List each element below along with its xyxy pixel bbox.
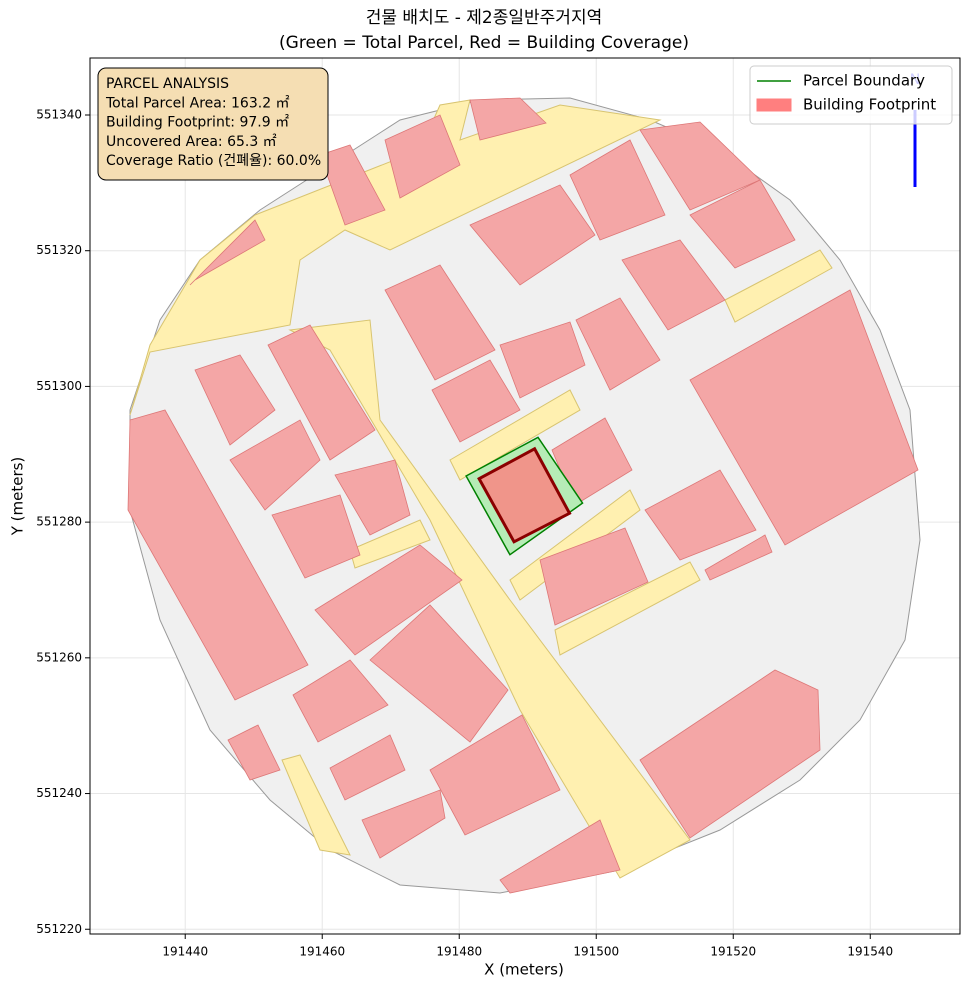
annotation-line: Coverage Ratio (건폐율): 60.0% — [106, 153, 321, 169]
y-axis-label: Y (meters) — [9, 457, 27, 537]
x-tick-label: 191540 — [847, 945, 893, 959]
annotation-line: Uncovered Area: 65.3 ㎡ — [106, 134, 277, 150]
x-tick-label: 191460 — [299, 945, 345, 959]
annotation-box — [97, 67, 329, 181]
x-tick-label: 191520 — [710, 945, 756, 959]
building-polygon — [477, 446, 572, 544]
legend-swatch — [756, 98, 792, 112]
annotation-line: Building Footprint: 97.9 ㎡ — [106, 115, 289, 131]
y-tick-label: 551240 — [36, 786, 82, 800]
annotation-background — [97, 67, 329, 181]
y-tick-label: 551320 — [36, 243, 82, 257]
y-tick-label: 551220 — [36, 922, 82, 936]
x-tick-label: 191500 — [573, 945, 619, 959]
y-tick-label: 551280 — [36, 515, 82, 529]
legend-label: Building Footprint — [803, 96, 936, 114]
legend — [749, 65, 953, 125]
annotation-line: Total Parcel Area: 163.2 ㎡ — [105, 95, 290, 111]
x-axis-label: X (meters) — [484, 961, 564, 979]
y-tick-label: 551340 — [36, 107, 82, 121]
legend-frame — [749, 65, 953, 125]
annotation-line: PARCEL ANALYSIS — [106, 76, 229, 92]
x-tick-label: 191480 — [436, 945, 482, 959]
x-tick-label: 191440 — [162, 945, 208, 959]
chart-subtitle: (Green = Total Parcel, Red = Building Co… — [279, 33, 689, 53]
y-tick-label: 551260 — [36, 650, 82, 664]
chart-title: 건물 배치도 - 제2종일반주거지역 — [366, 8, 602, 28]
plot-frame — [89, 57, 961, 935]
legend-label: Parcel Boundary — [803, 72, 925, 90]
y-tick-label: 551300 — [36, 379, 82, 393]
